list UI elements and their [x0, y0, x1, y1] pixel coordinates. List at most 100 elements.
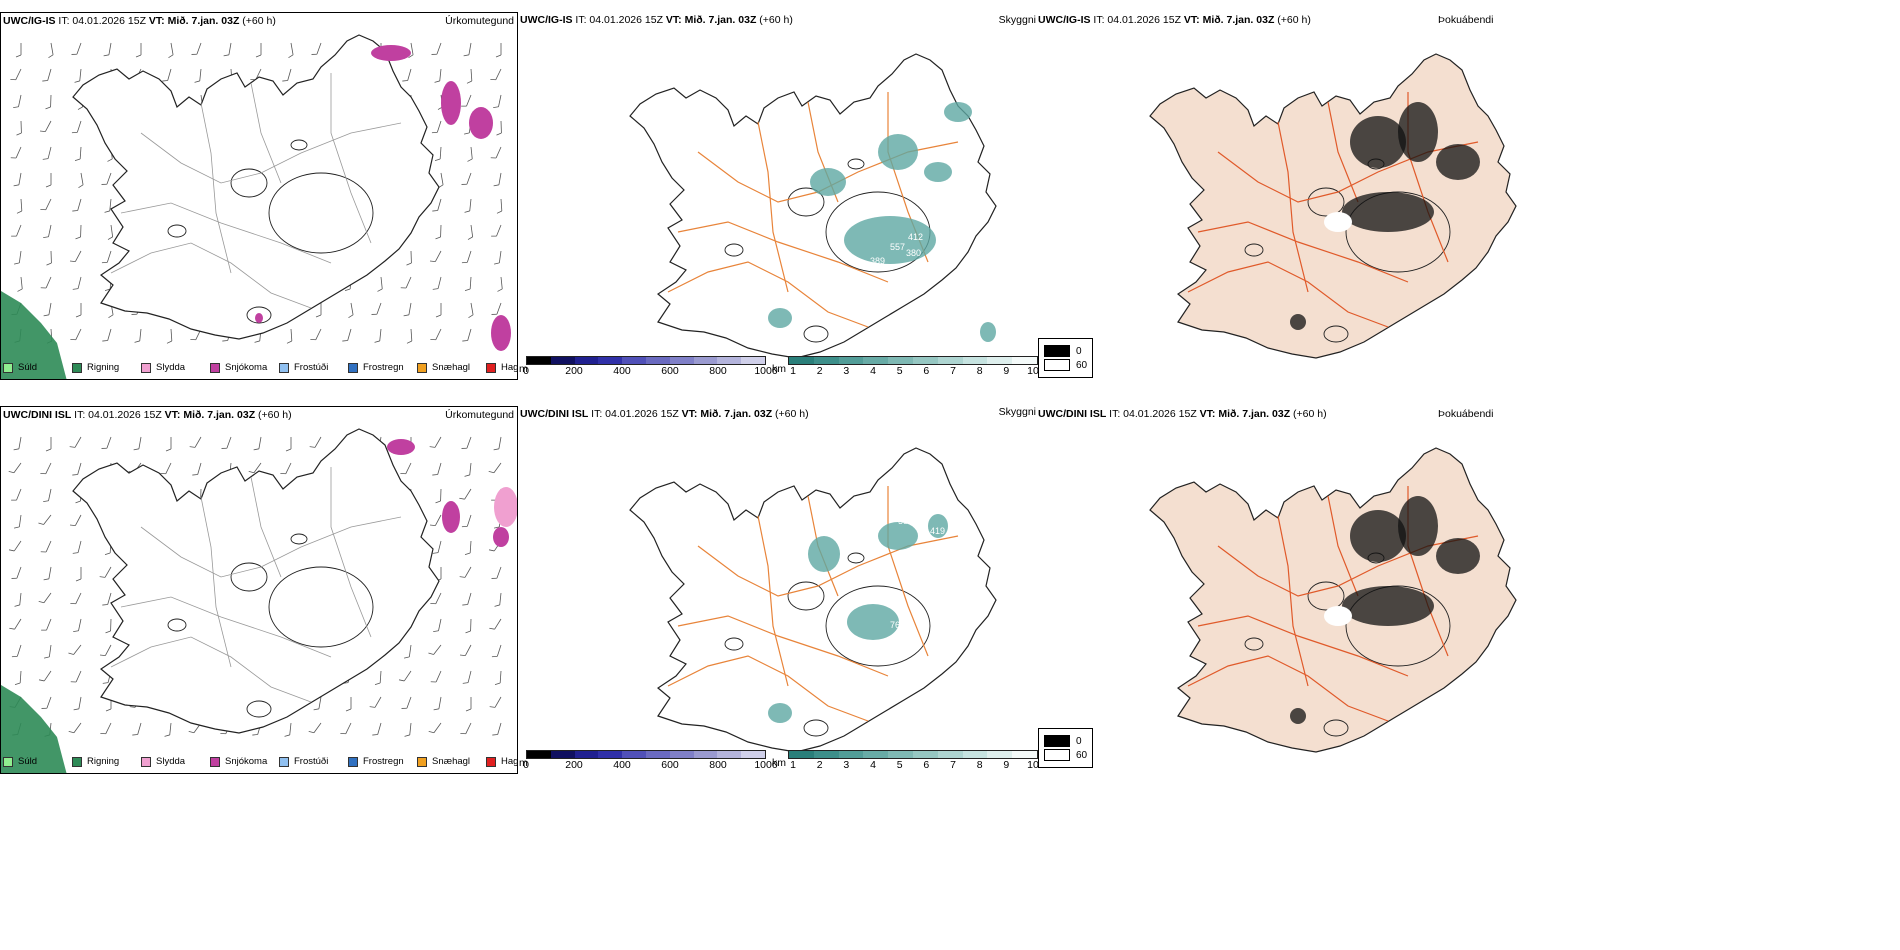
wind-barb — [467, 146, 473, 162]
sleet-area — [494, 487, 517, 527]
wind-barb — [45, 94, 52, 110]
wind-barb-staff — [438, 696, 442, 709]
wind-barb-staff — [43, 514, 52, 525]
wind-barb-flag — [73, 708, 79, 711]
lead-time: (+60 h) — [242, 15, 276, 27]
wind-barb-flag — [313, 708, 319, 711]
wind-barb — [10, 68, 22, 81]
wind-barb-flag — [433, 708, 439, 711]
wind-barb-flag — [252, 734, 258, 736]
wind-barb-flag — [248, 470, 255, 474]
road-line — [1327, 101, 1359, 203]
wind-barb-flag — [10, 157, 17, 159]
wind-barb-flag — [428, 730, 435, 734]
fog-map — [1149, 447, 1517, 753]
visibility-value-label: 419 — [930, 526, 945, 536]
glacier-outline — [290, 533, 308, 545]
wind-barb-flag — [40, 551, 47, 553]
wind-barb — [286, 328, 293, 344]
legend-item: Frostúði — [279, 756, 348, 767]
wind-barb-flag — [100, 732, 106, 735]
wind-barb-staff — [48, 644, 52, 657]
wind-barb-flag — [466, 80, 473, 84]
wind-barb-staff — [77, 462, 82, 475]
wind-barb-flag — [15, 54, 22, 58]
wind-barb-flag — [374, 340, 380, 343]
wind-barb-flag — [464, 132, 470, 135]
colorbar-tick: 5 — [896, 365, 903, 377]
wind-barb-staff — [48, 488, 52, 501]
wind-barb-flag — [404, 734, 410, 737]
wind-barb — [284, 722, 292, 737]
colorbar-tick: 10 — [1027, 365, 1038, 377]
wind-barb-staff — [137, 722, 142, 735]
wind-barb-flag — [282, 80, 288, 82]
colorbar-tick: 1 — [790, 759, 796, 771]
wind-barb — [69, 250, 82, 262]
wind-barb-staff — [169, 722, 172, 735]
wind-barb — [41, 696, 52, 709]
wind-barb — [372, 722, 382, 736]
wind-barb-flag — [71, 132, 78, 134]
wind-barb — [428, 722, 442, 734]
wind-barb-staff — [500, 198, 503, 211]
wind-barb-staff — [405, 276, 412, 289]
glacier-outline — [1345, 585, 1451, 667]
wind-barb-flag — [43, 314, 49, 317]
panel-header: UWC/IG-IS IT: 04.01.2026 15Z VT: Mið. 7.… — [3, 15, 276, 27]
wind-barb-staff — [410, 328, 413, 341]
wind-barb-staff — [18, 250, 22, 263]
wind-barb-staff — [347, 328, 352, 341]
wind-barb-flag — [75, 314, 82, 318]
wind-barb-staff — [496, 302, 502, 315]
wind-barb-flag — [40, 208, 46, 211]
wind-barb — [432, 198, 442, 212]
wind-barb — [99, 566, 112, 578]
precip-legend: Súld Rigning Slydda Snjókoma Frostúði Frostre… — [3, 362, 517, 373]
wind-barb-staff — [496, 566, 502, 579]
wind-barb-flag — [467, 158, 473, 162]
wind-barb — [9, 618, 22, 630]
wind-barb — [308, 722, 322, 734]
wind-barb-flag — [463, 54, 469, 57]
wind-barb-staff — [197, 462, 202, 475]
wind-barb-staff — [19, 670, 22, 683]
wind-barb-flag — [468, 314, 474, 318]
wind-barb-flag — [103, 54, 109, 57]
wind-barb-staff — [467, 328, 472, 341]
wind-barb-flag — [107, 236, 113, 240]
wind-barb — [99, 644, 112, 656]
wind-barb-flag — [429, 524, 436, 526]
wind-barb — [459, 566, 472, 578]
wind-barb-flag — [43, 500, 49, 503]
wind-barb-flag — [101, 262, 108, 264]
wind-barb-staff — [45, 462, 52, 474]
wind-barb — [434, 146, 442, 161]
wind-barb — [71, 120, 82, 134]
wind-barb-flag — [101, 447, 107, 449]
valid-time-label: VT: — [148, 15, 165, 27]
wind-barb-flag — [78, 184, 84, 188]
wind-barb-flag — [461, 183, 467, 185]
fog-low-area — [1324, 606, 1352, 626]
valid-time: Mið. 7.jan. 03Z — [1202, 14, 1275, 26]
visibility-value-label: 766 — [890, 620, 905, 630]
wind-barb-flag — [77, 106, 83, 110]
glacier-outline — [825, 585, 931, 667]
model-name: UWC/DINI ISL — [3, 409, 72, 421]
wind-barb-staff — [498, 436, 502, 449]
init-time: IT: 04.01.2026 15Z — [591, 408, 679, 420]
wind-barb-flag — [40, 287, 47, 289]
wind-barb-flag — [69, 524, 76, 526]
wind-barb-flag — [493, 448, 499, 451]
wind-barb-flag — [253, 448, 259, 451]
precip-map — [1, 34, 511, 379]
wind-barb — [8, 462, 22, 474]
wind-barb-staff — [345, 722, 352, 734]
wind-barb-flag — [311, 53, 317, 55]
fog-legend-row: 0 — [1044, 735, 1087, 747]
wind-barb-flag — [39, 130, 46, 132]
wind-barb — [285, 437, 292, 452]
wind-barb-flag — [402, 80, 408, 82]
wind-barb-flag — [288, 54, 294, 58]
